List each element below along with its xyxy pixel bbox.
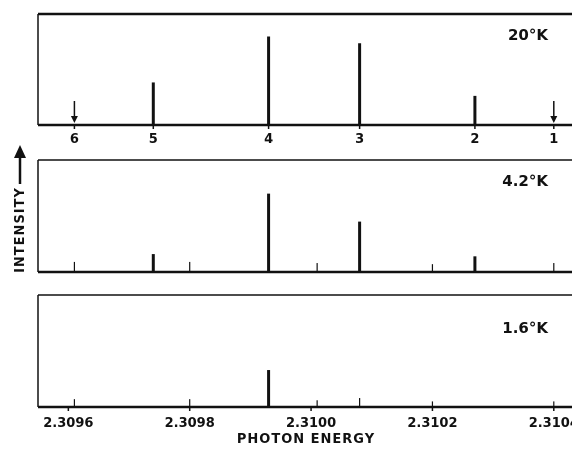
peak-label-3: 4 xyxy=(264,132,273,147)
peak-label-4: 3 xyxy=(355,132,364,147)
peak-label-6: 1 xyxy=(549,132,558,147)
peak-label-5: 2 xyxy=(470,132,479,147)
panel-label-2: 4.2°K xyxy=(502,172,549,190)
x-tick-label-1: 2.3096 xyxy=(43,416,93,431)
x-tick-label-5: 2.3104 xyxy=(529,416,572,431)
peak-label-2: 5 xyxy=(149,132,158,147)
x-tick-label-3: 2.3100 xyxy=(286,416,336,431)
x-tick-label-4: 2.3102 xyxy=(407,416,457,431)
arrow-head-1 xyxy=(70,116,78,123)
panel-label-1: 20°K xyxy=(508,26,549,44)
panel-label-3: 1.6°K xyxy=(502,319,549,337)
arrow-head-2 xyxy=(550,116,558,123)
panel-2: 4.2°K xyxy=(37,159,572,274)
y-axis-title: INTENSITY xyxy=(13,187,28,273)
x-axis-title: PHOTON ENERGY xyxy=(237,432,375,447)
panel-3: 1.6°K xyxy=(37,294,572,409)
x-tick-label-2: 2.3098 xyxy=(165,416,215,431)
panel-1: 20°K 6 5 4 3 2 1 xyxy=(37,12,572,147)
peak-label-1: 6 xyxy=(70,132,79,147)
panels-group: 20°K 6 5 4 3 2 1 4.2°K 1.6°K 2.3096 2.3098 2.3100 2.… xyxy=(37,12,572,431)
y-axis-arrow-head xyxy=(14,145,26,158)
y-axis-title-group: INTENSITY xyxy=(13,145,28,273)
